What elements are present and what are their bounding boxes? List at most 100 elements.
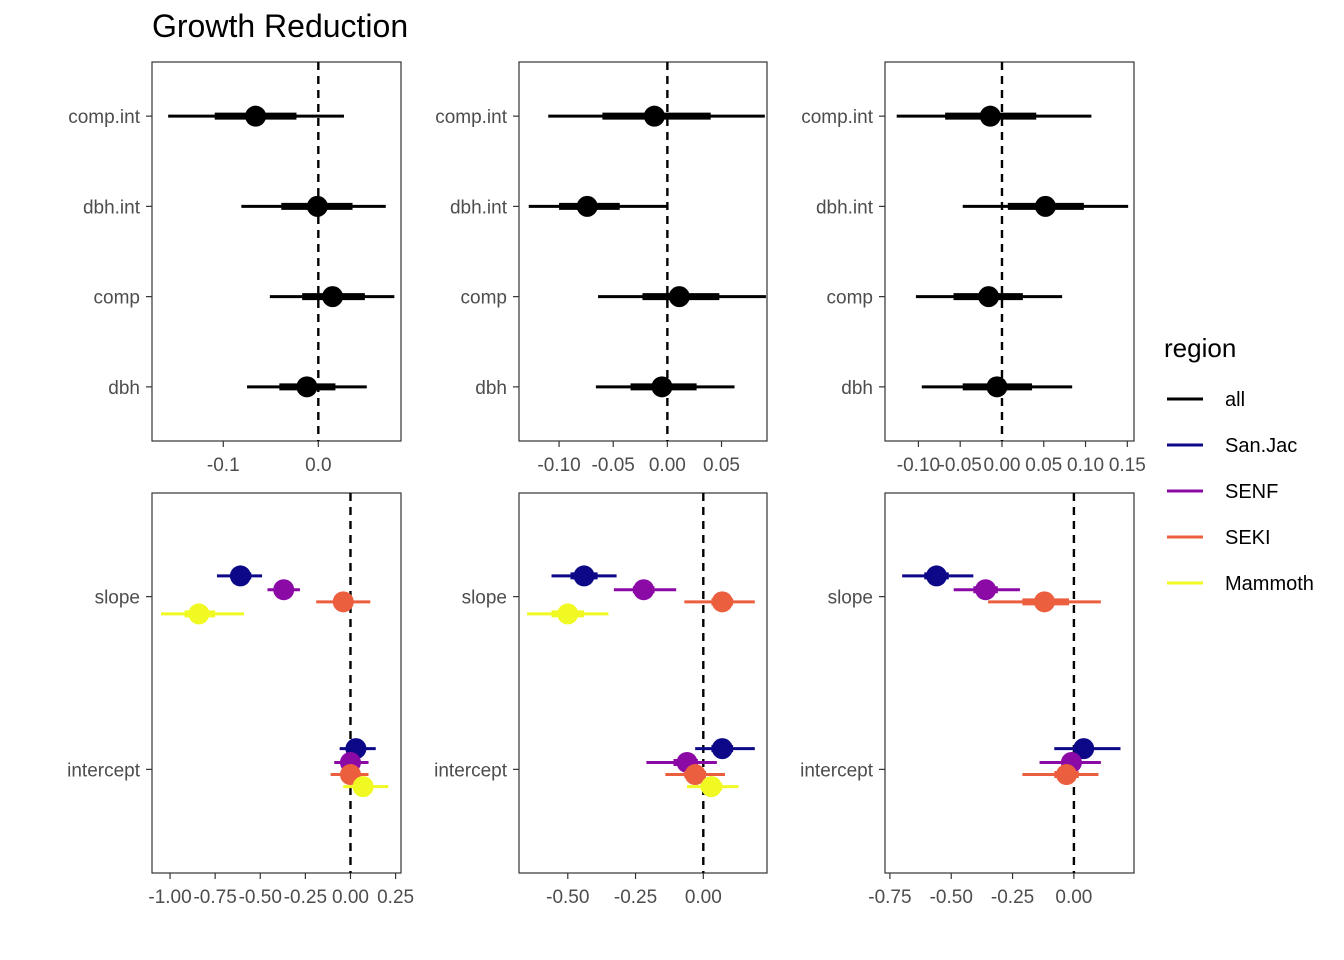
panel-r2-c1: intercept slope -1.00 -0.75 -0.50 -0.25 0.00 0.… (67, 492, 414, 908)
x-tick-label: -0.50 (930, 887, 973, 908)
y-tick-label: dbh (475, 378, 507, 399)
series-all (528, 105, 766, 398)
series-San.Jac (551, 565, 755, 760)
x-tick-label: -0.10 (897, 455, 940, 476)
y-tick-label: comp (94, 288, 140, 309)
y-tick-label: intercept (434, 760, 508, 781)
panel-border (151, 61, 402, 442)
y-tick-label: comp.int (801, 107, 874, 128)
y-tick-label: slope (462, 588, 507, 609)
point-estimate-comp (668, 286, 690, 308)
y-tick-label: comp (461, 288, 507, 309)
series-San.Jac (216, 565, 376, 760)
x-tick-label: 0.00 (685, 887, 722, 908)
y-tick-label: dbh (841, 378, 873, 399)
panel-r1-c1: dbh comp dbh.int comp.int -0.1 0.0 (68, 61, 402, 476)
x-tick-label: -0.05 (592, 455, 635, 476)
point-estimate-slope (332, 591, 354, 613)
point-estimate-slope (711, 591, 733, 613)
x-tick-label: 0.15 (1109, 455, 1146, 476)
x-tick-label: 0.0 (305, 455, 331, 476)
panel-border (884, 492, 1135, 874)
panel-border (518, 61, 768, 442)
y-tick-label: slope (828, 588, 873, 609)
series-Mammoth (527, 603, 739, 798)
panel-border (151, 492, 402, 874)
y-tick-label: comp (827, 288, 873, 309)
panel-r2-c2: intercept slope -0.50 -0.25 0.00 (434, 492, 768, 908)
x-tick-label: -0.25 (284, 887, 327, 908)
panel-border (884, 61, 1135, 442)
x-tick-label: 0.05 (703, 455, 740, 476)
point-estimate-dbh.int (306, 195, 328, 217)
legend: region all San.Jac SENF SEKI Mammoth (1164, 333, 1314, 595)
point-estimate-comp (978, 286, 1000, 308)
point-estimate-slope (975, 579, 997, 601)
series-all (896, 105, 1129, 398)
legend-title: region (1164, 333, 1236, 363)
point-estimate-slope (633, 579, 655, 601)
panel-border (518, 492, 768, 874)
x-tick-label: -1.00 (148, 887, 191, 908)
series-SENF (613, 579, 717, 773)
point-estimate-slope (573, 565, 595, 587)
chart-title: Growth Reduction (152, 8, 409, 44)
legend-label-all: all (1225, 389, 1245, 411)
y-tick-label: dbh.int (816, 197, 874, 218)
point-estimate-intercept (1056, 764, 1078, 786)
x-tick-label: -0.75 (868, 887, 911, 908)
x-tick-label: -0.75 (193, 887, 236, 908)
point-estimate-slope (229, 565, 251, 587)
point-estimate-dbh.int (576, 195, 598, 217)
x-tick-label: 0.00 (1055, 887, 1092, 908)
x-tick-label: -0.05 (939, 455, 982, 476)
point-estimate-intercept (684, 764, 706, 786)
y-tick-label: comp.int (435, 107, 508, 128)
panel-r1-c2: dbh comp dbh.int comp.int -0.10 -0.05 0.00 0.05 (435, 61, 768, 476)
point-estimate-slope (273, 579, 295, 601)
series-San.Jac (902, 565, 1121, 760)
x-tick-label: -0.25 (614, 887, 657, 908)
point-estimate-slope (926, 565, 948, 587)
y-tick-label: dbh (108, 378, 140, 399)
panel-r2-c3: intercept slope -0.75 -0.50 -0.25 0.00 (800, 492, 1135, 908)
point-estimate-comp.int (643, 105, 665, 127)
y-tick-label: comp.int (68, 107, 141, 128)
x-tick-label: -0.50 (239, 887, 282, 908)
panel-r1-c3: dbh comp dbh.int comp.int -0.10-0.05 0.00 0.05… (801, 61, 1146, 476)
y-tick-label: dbh.int (450, 197, 508, 218)
legend-label-SEKI: SEKI (1225, 527, 1271, 549)
legend-label-SENF: SENF (1225, 481, 1278, 503)
series-SEKI (988, 591, 1101, 786)
point-estimate-intercept (352, 776, 374, 798)
panels-layer: dbh comp dbh.int comp.int -0.1 0.0 dbh comp dbh.… (67, 61, 1146, 908)
point-estimate-dbh.int (1034, 195, 1056, 217)
point-estimate-slope (557, 603, 579, 625)
x-tick-label: 0.25 (377, 887, 414, 908)
x-tick-label: -0.10 (537, 455, 580, 476)
point-estimate-comp.int (979, 105, 1001, 127)
point-estimate-intercept (700, 776, 722, 798)
x-tick-label: 0.00 (983, 455, 1020, 476)
point-estimate-slope (188, 603, 210, 625)
x-tick-label: -0.25 (991, 887, 1034, 908)
point-estimate-comp.int (245, 105, 267, 127)
legend-label-San.Jac: San.Jac (1225, 435, 1297, 457)
y-tick-label: dbh.int (83, 197, 141, 218)
x-tick-label: -0.50 (546, 887, 589, 908)
y-tick-label: slope (95, 588, 140, 609)
x-tick-label: -0.1 (207, 455, 240, 476)
x-tick-label: 0.05 (1025, 455, 1062, 476)
x-tick-label: 0.10 (1067, 455, 1104, 476)
point-estimate-intercept (711, 738, 733, 760)
y-tick-label: intercept (67, 760, 141, 781)
series-SEKI (665, 591, 755, 786)
y-tick-label: intercept (800, 760, 874, 781)
point-estimate-comp (322, 286, 344, 308)
series-all (168, 105, 395, 398)
point-estimate-intercept (1073, 738, 1095, 760)
series-SEKI (316, 591, 371, 786)
point-estimate-dbh (986, 376, 1008, 398)
point-estimate-dbh (296, 376, 318, 398)
